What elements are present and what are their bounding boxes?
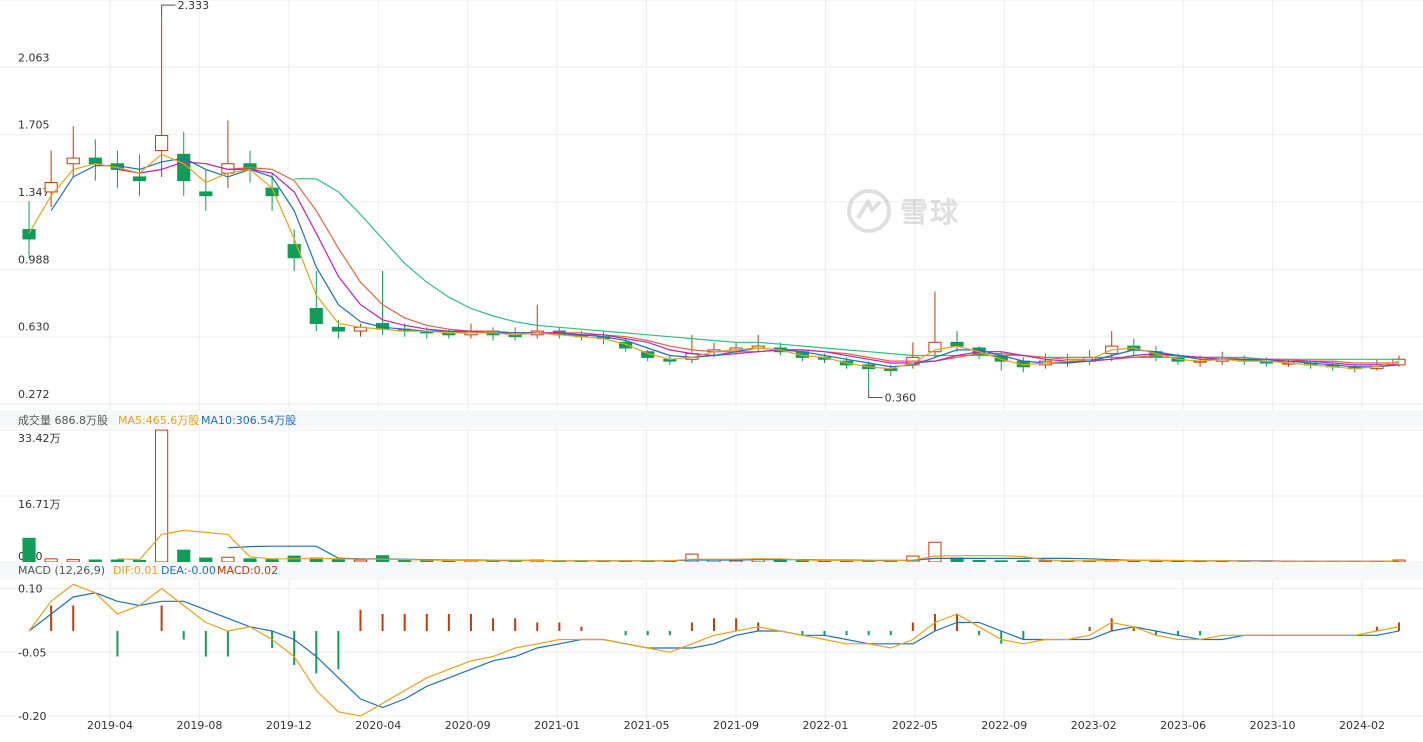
macd-legend-bar: [0, 562, 1423, 580]
dea-line: [28, 592, 1400, 709]
macd-dea-legend: DEA:-0.00: [161, 564, 216, 577]
volume-y-tick: 33.42万: [18, 432, 61, 445]
volume-bar: [132, 559, 147, 563]
x-axis-label: 2023-10: [1250, 719, 1296, 732]
x-axis-label: 2021-09: [713, 719, 759, 732]
ma5-line: [28, 153, 1400, 370]
price-y-tick: 0.630: [18, 321, 50, 334]
dif-line: [28, 583, 1400, 717]
candle-body: [22, 229, 36, 240]
candle-body: [132, 176, 147, 182]
volume-bar: [177, 549, 191, 563]
volume-bar: [994, 560, 1008, 563]
macd-y-tick: 0.10: [18, 583, 43, 596]
candle-body: [155, 135, 169, 152]
x-axis-label: 2023-02: [1071, 719, 1117, 732]
candle-body: [619, 341, 633, 349]
candle-body: [199, 191, 213, 197]
volume-bar: [685, 553, 699, 563]
x-axis-label: 2022-01: [802, 719, 848, 732]
x-axis-label: 2022-09: [981, 719, 1027, 732]
watermark: 雪球: [846, 188, 960, 234]
price-y-tick: 0.272: [18, 388, 50, 401]
x-axis-label: 2019-04: [87, 719, 133, 732]
candle-body: [44, 182, 58, 193]
volume-y-tick: 16.71万: [18, 498, 61, 511]
macd-dif-legend: DIF:0.01: [113, 564, 159, 577]
price-y-tick: 0.988: [18, 253, 50, 266]
volume-ma5-legend: MA5:465.6万股: [118, 414, 200, 427]
volume-ma10-line: [227, 545, 1399, 562]
ma20-line: [117, 161, 1399, 366]
macd-legend: MACD (12,26,9): [18, 564, 106, 577]
snowball-logo-icon: [847, 189, 891, 233]
candle-body: [88, 157, 102, 165]
volume-ma10-legend: MA10:306.54万股: [201, 414, 297, 427]
volume-bar: [221, 556, 235, 563]
ma30-line: [205, 163, 1399, 364]
x-axis-label: 2019-08: [176, 719, 222, 732]
price-y-tick: 1.347: [18, 186, 50, 199]
ma10-line: [50, 157, 1400, 368]
high-marker-line: [161, 4, 176, 18]
volume-legend: 成交量 686.8万股: [18, 414, 108, 427]
x-axis-label: 2019-12: [266, 719, 312, 732]
volume-bar: [1038, 560, 1053, 563]
watermark-text: 雪球: [900, 196, 961, 229]
volume-legend-bar: [0, 410, 1423, 428]
volume-bar: [44, 558, 58, 563]
x-axis-label: 2021-05: [624, 719, 670, 732]
candle-body: [309, 307, 323, 325]
price-y-tick: 2.063: [18, 51, 50, 64]
candle-body: [177, 153, 191, 182]
low-marker-line: [868, 387, 883, 398]
candle-body: [928, 341, 942, 353]
candle-body: [243, 163, 257, 170]
volume-ma5-line: [117, 529, 1400, 562]
x-axis-label: 2022-05: [892, 719, 938, 732]
macd-y-tick: -0.20: [18, 710, 46, 723]
candle-body: [66, 157, 80, 165]
volume-bar: [1016, 560, 1030, 563]
low-marker-label: 0.360: [885, 391, 917, 404]
macd-value-legend: MACD:0.02: [217, 564, 279, 577]
macd-y-tick: -0.05: [18, 646, 46, 659]
volume-bar: [155, 429, 169, 563]
volume-bar: [243, 558, 257, 563]
x-axis-label: 2024-02: [1339, 719, 1385, 732]
volume-bar: [795, 560, 809, 563]
volume-bar: [773, 559, 787, 563]
x-axis-label: 2021-01: [534, 719, 580, 732]
x-axis-label: 2020-09: [445, 719, 491, 732]
volume-bar: [22, 537, 36, 563]
high-marker-label: 2.333: [178, 0, 210, 12]
volume-bar: [972, 559, 986, 563]
x-axis-label: 2023-06: [1160, 719, 1206, 732]
candle-body: [331, 326, 345, 332]
x-axis-label: 2020-04: [355, 719, 401, 732]
price-y-tick: 1.705: [18, 119, 50, 132]
